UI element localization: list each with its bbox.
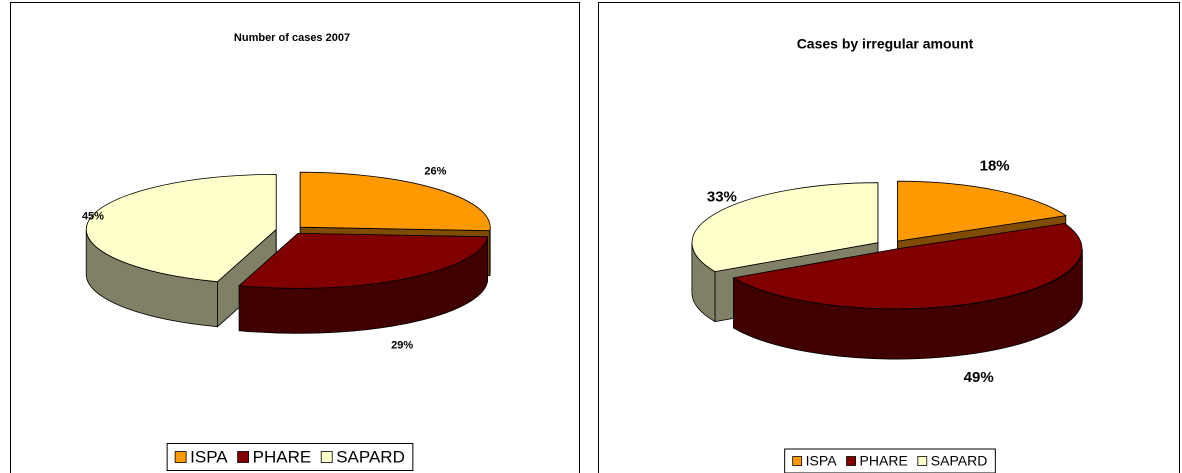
legend-label: ISPA xyxy=(806,453,838,469)
legend-frame xyxy=(784,448,996,473)
data-label: 29% xyxy=(391,339,413,351)
legend-swatch xyxy=(917,456,928,466)
pie-slice xyxy=(238,232,488,289)
chart-title: Cases by irregular amount xyxy=(797,36,974,52)
legend: ISPA PHARE SAPARD xyxy=(784,448,996,473)
legend-label: SAPARD xyxy=(336,447,405,466)
legend-swatch xyxy=(320,451,333,463)
pie-slice xyxy=(299,171,491,232)
legend-frame xyxy=(166,443,414,471)
data-label: 26% xyxy=(424,166,446,178)
pie-slice xyxy=(691,182,879,273)
pie-slice xyxy=(85,173,277,283)
pie-slice xyxy=(897,180,1067,242)
data-label: 33% xyxy=(707,189,737,206)
data-label: 18% xyxy=(980,157,1010,174)
legend-swatch xyxy=(237,451,250,463)
legend-label: PHARE xyxy=(253,447,312,466)
legend-label: ISPA xyxy=(190,447,228,466)
pie-slice xyxy=(732,223,1083,310)
legend-label: PHARE xyxy=(860,453,908,469)
chart-title: Number of cases 2007 xyxy=(234,32,350,44)
legend-swatch xyxy=(792,456,803,466)
data-label: 49% xyxy=(964,369,994,386)
chart-frame xyxy=(598,2,1180,473)
legend-swatch xyxy=(846,456,856,466)
legend: ISPA PHARE SAPARD xyxy=(166,443,414,471)
legend-swatch xyxy=(174,451,187,463)
legend-label: SAPARD xyxy=(931,453,988,469)
data-label: 45% xyxy=(82,211,104,223)
